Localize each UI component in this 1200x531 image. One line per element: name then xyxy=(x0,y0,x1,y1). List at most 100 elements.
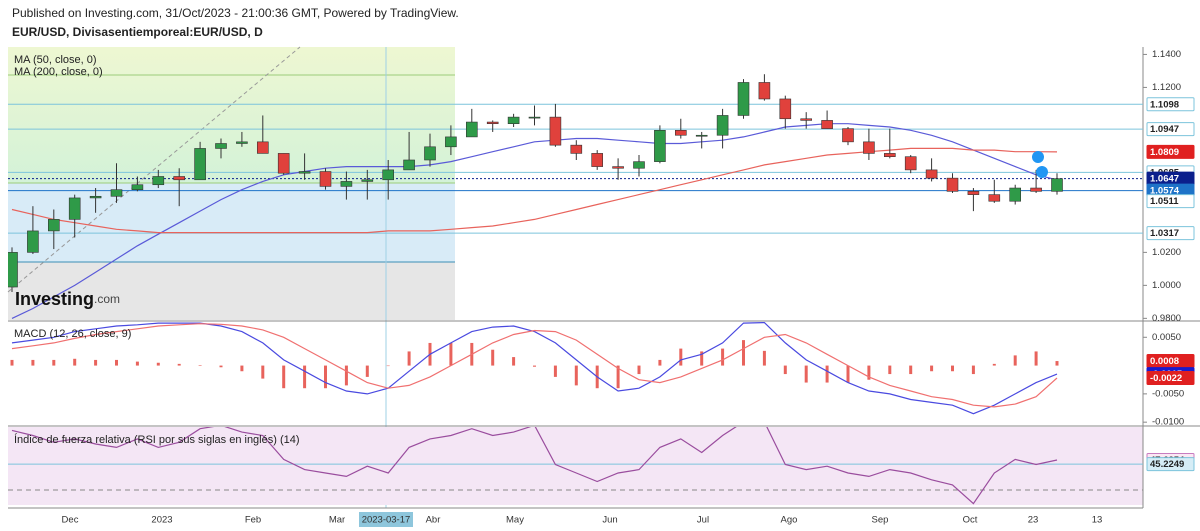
trend-line xyxy=(7,46,301,293)
histogram-bar xyxy=(1055,361,1059,366)
zone-grey xyxy=(8,262,455,320)
candle-body xyxy=(633,161,645,169)
histogram-bar xyxy=(930,365,934,372)
candle-body xyxy=(68,197,81,220)
candle-body xyxy=(152,176,165,186)
candle-body xyxy=(382,169,395,181)
price-badge-label: 1.0647 xyxy=(1150,174,1179,185)
candle-body xyxy=(591,153,604,167)
histogram-bar xyxy=(324,365,327,389)
candle-body xyxy=(988,194,1001,202)
candle-body xyxy=(695,134,708,137)
candle-body xyxy=(403,159,415,171)
candle-body xyxy=(1009,187,1022,202)
x-tick-label: Jun xyxy=(602,515,617,526)
histogram-bar xyxy=(386,365,390,367)
candle-body xyxy=(340,181,353,187)
histogram-bar xyxy=(94,359,98,366)
histogram-bar xyxy=(574,365,578,386)
histogram-bar xyxy=(344,365,348,386)
y-tick-label: 1.0200 xyxy=(1152,247,1181,258)
indicator-line xyxy=(11,123,1058,319)
rsi-background xyxy=(8,427,1143,505)
x-tick-label: May xyxy=(506,515,524,526)
candle-body xyxy=(465,121,478,138)
candle-body xyxy=(758,82,771,100)
indicator-line xyxy=(11,322,1058,415)
x-tick-label: Jul xyxy=(697,515,709,526)
x-tick-label: Ago xyxy=(781,515,798,526)
candle-body xyxy=(674,130,687,136)
histogram-bar xyxy=(992,363,996,366)
x-tick-label: 13 xyxy=(1092,515,1103,526)
event-icon[interactable] xyxy=(1036,166,1048,178)
histogram-bar xyxy=(365,365,369,377)
logo: Investing.com xyxy=(15,289,120,309)
x-tick-label: Feb xyxy=(245,515,261,526)
histogram-bar xyxy=(742,340,745,366)
histogram-bar xyxy=(198,365,202,366)
histogram-bar xyxy=(449,342,453,366)
candle-body xyxy=(256,141,269,154)
candle-body xyxy=(612,166,624,169)
histogram-bar xyxy=(825,365,829,383)
candle-body xyxy=(361,179,374,182)
histogram-bar xyxy=(971,365,975,375)
price-badge xyxy=(1146,194,1195,209)
candle-body xyxy=(298,171,311,174)
candle-body xyxy=(277,153,290,174)
histogram-bar xyxy=(177,363,181,366)
price-badge xyxy=(1146,226,1195,241)
candle-body xyxy=(528,116,541,119)
histogram-bar xyxy=(951,365,954,372)
price-badge xyxy=(1146,122,1195,137)
x-tick-label: Sep xyxy=(872,515,889,526)
candle-body xyxy=(925,169,938,179)
histogram-bar xyxy=(616,365,620,389)
logo-suffix: .com xyxy=(94,292,120,306)
candle-body xyxy=(821,120,833,129)
candle-body xyxy=(570,144,583,154)
histogram-bar xyxy=(700,351,704,366)
x-tick-label: Dec xyxy=(62,515,79,526)
histogram-bar xyxy=(52,359,56,366)
candle-body xyxy=(27,230,39,253)
legend-entry: MA (200, close, 0) xyxy=(14,66,103,78)
candle-body xyxy=(737,82,750,116)
histogram-bar xyxy=(721,348,725,366)
candle-body xyxy=(716,115,729,136)
crosshair-date-bg xyxy=(359,512,413,527)
price-badge xyxy=(1146,144,1195,159)
price-badge xyxy=(1146,371,1195,386)
y-tick-label: 0.0050 xyxy=(1152,332,1181,343)
indicator-line xyxy=(11,147,1058,234)
price-badge xyxy=(1146,457,1195,472)
price-badge-label: 1.0511 xyxy=(1150,196,1179,207)
candle-body xyxy=(424,146,436,161)
histogram-bar xyxy=(888,365,892,375)
candle-body xyxy=(89,195,102,199)
candle-body xyxy=(194,148,206,181)
logo-text: Investing xyxy=(15,289,94,309)
candle-body xyxy=(946,177,959,192)
histogram-bar xyxy=(115,359,118,366)
histogram-bar xyxy=(679,348,683,366)
x-tick-label: 2023-03-17 xyxy=(362,515,411,526)
price-badge xyxy=(1146,97,1195,112)
histogram-bar xyxy=(804,365,808,383)
price-badge-label: -0.0022 xyxy=(1150,373,1182,384)
histogram-bar xyxy=(762,350,766,366)
histogram-bar xyxy=(135,361,139,366)
candle-body xyxy=(967,191,980,195)
price-badge-label: 1.0947 xyxy=(1150,124,1179,135)
price-badge-label: 1.0809 xyxy=(1150,147,1179,158)
zone-blue xyxy=(8,183,455,262)
price-badge-label: 1.1098 xyxy=(1150,99,1179,110)
candle-body xyxy=(1030,187,1042,192)
y-tick-label: 0.9800 xyxy=(1152,313,1181,324)
x-tick-label: 23 xyxy=(1028,515,1039,526)
event-icon[interactable] xyxy=(1032,151,1044,163)
price-badge-label: 1.0317 xyxy=(1150,228,1179,239)
y-tick-label: -0.0050 xyxy=(1152,388,1184,399)
